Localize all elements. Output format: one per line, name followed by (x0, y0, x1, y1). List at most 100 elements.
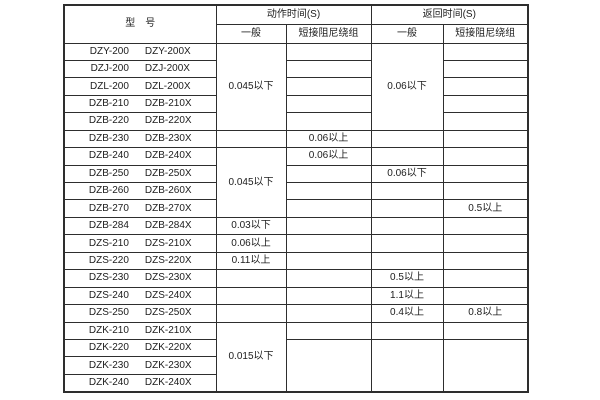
model-cell: DZB-270 DZB-270X (63, 199, 217, 218)
header-model: 型 号 (63, 4, 217, 44)
table-row: DZK-240 DZK-240X (63, 373, 528, 393)
model-x-label: DZB-210X (144, 98, 192, 110)
empty-cell (285, 286, 372, 306)
table-row: DZB-210 DZB-210X (63, 94, 529, 114)
empty-cell (215, 286, 287, 306)
empty-cell (442, 147, 529, 166)
table-row: DZK-210 DZK-210X 0.015以下 (63, 321, 529, 393)
value-cell: 0.045以下 (215, 147, 287, 218)
value-cell: 1.1以上 (370, 286, 444, 306)
model-label: DZS-250 (88, 307, 129, 319)
relay-spec-table: 型 号 动作时间(S) 返回时间(S) 一般 短接阻尼绕组 一般 短接阻尼绕组 … (63, 4, 529, 393)
model-cell: DZS-220 DZS-220X (63, 251, 217, 271)
value-cell: 0.015以下 (215, 321, 287, 393)
empty-cell (285, 234, 372, 253)
empty-cell (285, 199, 372, 218)
value-cell: 0.11以上 (215, 251, 287, 271)
table-row: DZB-240 DZB-240X 0.045以下 0.06以上 (63, 147, 529, 218)
header-action-damping: 短接阻尼绕组 (285, 23, 372, 44)
model-x-label: DZS-230X (144, 272, 192, 284)
empty-cell (285, 59, 372, 79)
model-label: DZB-230 (88, 132, 129, 144)
empty-cell (442, 42, 529, 61)
model-x-label: DZB-284X (144, 220, 192, 232)
model-label: DZB-220 (88, 115, 129, 127)
empty-cell (370, 199, 444, 218)
header-row-groups: 型 号 动作时间(S) 返回时间(S) (63, 4, 529, 44)
model-label: DZB-250 (88, 167, 129, 179)
empty-cell (442, 181, 529, 201)
empty-cell (370, 181, 444, 201)
table-row: DZS-250 DZS-250X 0.4以上 0.8以上 (63, 304, 529, 323)
empty-cell (442, 59, 529, 79)
model-cell: DZK-210 DZK-210X (63, 321, 217, 340)
model-cell: DZB-230 DZB-230X (63, 129, 217, 149)
empty-cell (285, 164, 372, 184)
model-cell: DZS-230 DZS-230X (63, 269, 217, 288)
table-row: DZS-240 DZS-240X 1.1以上 (63, 286, 529, 306)
empty-cell (285, 42, 372, 61)
empty-cell (370, 216, 444, 236)
model-x-label: DZB-260X (144, 185, 192, 197)
empty-cell (215, 269, 287, 288)
table-row: DZB-260 DZB-260X (63, 181, 529, 201)
empty-cell (285, 338, 372, 393)
empty-cell (285, 251, 372, 271)
model-x-label: DZB-250X (144, 167, 192, 179)
model-label: DZB-260 (88, 185, 129, 197)
value-cell: 0.5以上 (442, 199, 529, 218)
empty-cell (285, 216, 372, 236)
table-row: DZB-284 DZB-284X 0.03以下 (63, 216, 529, 236)
model-x-label: DZJ-200X (144, 63, 190, 75)
table-row: DZJ-200 DZJ-200X (63, 59, 529, 79)
table-row: DZB-230 DZB-230X 0.06以上 (63, 129, 529, 149)
empty-cell (442, 251, 529, 271)
value-cell: 0.06以上 (285, 129, 372, 149)
model-cell: DZB-220 DZB-220X (63, 112, 217, 131)
empty-cell (370, 321, 444, 340)
value-cell: 0.045以下 (215, 42, 287, 131)
model-cell: DZL-200 DZL-200X (63, 77, 217, 96)
table-row: DZL-200 DZL-200X (63, 77, 529, 96)
model-cell: DZS-210 DZS-210X (63, 234, 217, 253)
model-label: DZB-210 (88, 98, 129, 110)
model-x-label: DZS-210X (144, 237, 192, 249)
table-row: DZB-270 DZB-270X 0.5以上 (63, 199, 529, 218)
model-label: DZL-200 (90, 80, 129, 92)
empty-cell (370, 234, 444, 253)
model-x-label: DZB-270X (144, 202, 192, 214)
model-x-label: DZY-200X (144, 45, 191, 57)
model-x-label: DZK-220X (144, 342, 192, 354)
model-label: DZK-230 (88, 359, 129, 371)
empty-cell (370, 147, 444, 166)
table-row: DZB-250 DZB-250X 0.06以下 (63, 164, 529, 184)
empty-cell (285, 112, 372, 131)
value-cell: 0.5以上 (370, 269, 444, 288)
header-action-general: 一般 (215, 23, 287, 44)
model-label: DZS-220 (88, 254, 129, 266)
empty-cell (442, 164, 529, 184)
model-cell: DZS-240 DZS-240X (63, 286, 217, 306)
table-row: DZS-210 DZS-210X 0.06以上 (63, 234, 529, 253)
model-x-label: DZS-220X (144, 254, 192, 266)
model-label: DZB-284 (88, 220, 129, 232)
value-cell: 0.4以上 (370, 304, 444, 323)
value-cell: 0.8以上 (442, 304, 529, 323)
model-cell: DZS-250 DZS-250X (63, 304, 217, 323)
model-cell: DZB-284 DZB-284X (63, 216, 217, 236)
empty-cell (285, 77, 372, 96)
model-cell: DZB-210 DZB-210X (63, 94, 217, 114)
table-row: DZS-220 DZS-220X 0.11以上 (63, 251, 529, 271)
table-row: DZK-220 DZK-220X (63, 338, 529, 393)
model-x-label: DZS-250X (144, 307, 192, 319)
empty-cell (285, 269, 372, 288)
model-cell: DZY-200 DZY-200X (63, 42, 217, 61)
empty-cell (442, 112, 529, 131)
model-label: DZK-240 (88, 376, 129, 388)
empty-cell (442, 338, 529, 393)
header-action-time: 动作时间(S) (215, 4, 372, 25)
model-label: DZB-270 (88, 202, 129, 214)
empty-cell (285, 321, 372, 340)
model-cell: DZK-230 DZK-230X (63, 356, 217, 375)
header-return-general: 一般 (370, 23, 444, 44)
